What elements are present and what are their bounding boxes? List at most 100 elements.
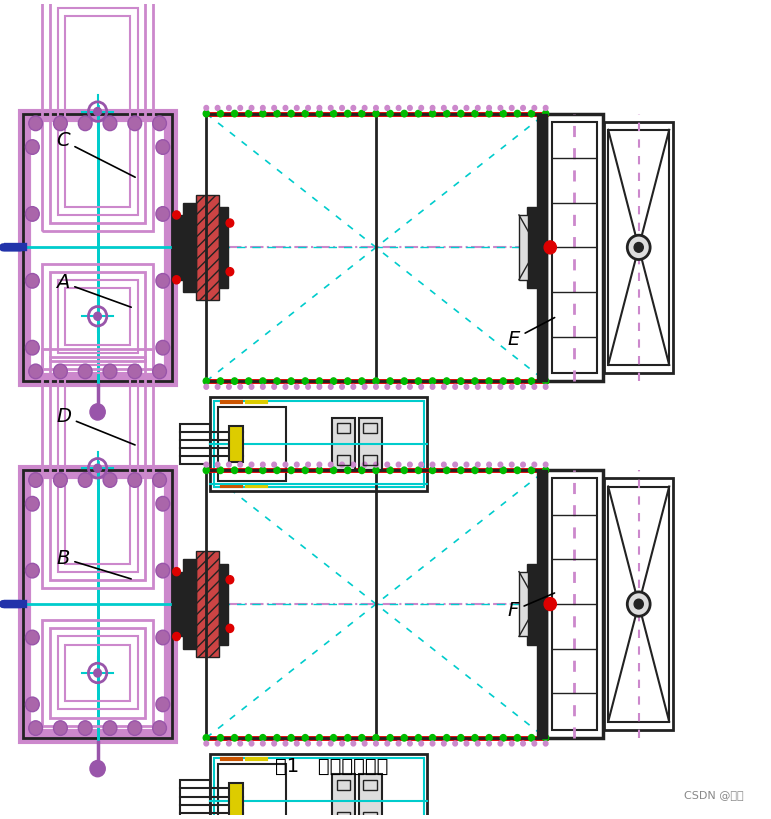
Circle shape xyxy=(215,741,220,746)
Circle shape xyxy=(103,721,117,735)
Circle shape xyxy=(288,735,295,741)
Circle shape xyxy=(387,111,393,117)
Circle shape xyxy=(408,106,412,111)
Bar xyxy=(29,120,166,374)
Circle shape xyxy=(544,462,548,467)
Circle shape xyxy=(544,106,548,111)
Circle shape xyxy=(274,467,280,473)
Circle shape xyxy=(486,467,492,473)
Circle shape xyxy=(510,741,514,746)
Circle shape xyxy=(453,106,457,111)
Circle shape xyxy=(416,378,422,384)
Bar xyxy=(363,423,377,433)
Bar xyxy=(214,401,423,486)
Bar xyxy=(50,0,145,223)
Circle shape xyxy=(302,467,308,473)
Circle shape xyxy=(156,274,170,288)
Bar xyxy=(58,280,138,353)
Circle shape xyxy=(498,106,503,111)
Circle shape xyxy=(544,741,548,746)
Circle shape xyxy=(79,721,92,735)
Bar xyxy=(219,207,228,288)
Circle shape xyxy=(128,116,142,131)
Circle shape xyxy=(387,467,393,473)
Bar xyxy=(42,620,153,726)
Circle shape xyxy=(374,741,379,746)
Circle shape xyxy=(362,106,367,111)
Circle shape xyxy=(306,741,311,746)
Circle shape xyxy=(373,111,379,117)
Circle shape xyxy=(283,741,288,746)
Circle shape xyxy=(401,111,407,117)
Circle shape xyxy=(204,741,209,746)
Circle shape xyxy=(359,378,365,384)
Circle shape xyxy=(520,741,525,746)
Circle shape xyxy=(227,106,231,111)
Circle shape xyxy=(153,721,167,735)
Circle shape xyxy=(153,473,167,487)
Circle shape xyxy=(79,473,92,487)
Bar xyxy=(217,407,286,481)
Circle shape xyxy=(429,735,436,741)
Circle shape xyxy=(520,462,525,467)
Circle shape xyxy=(128,721,142,735)
Bar xyxy=(180,423,210,464)
Circle shape xyxy=(103,116,117,131)
Circle shape xyxy=(261,741,265,746)
Circle shape xyxy=(486,378,492,384)
Circle shape xyxy=(261,106,265,111)
Circle shape xyxy=(295,106,299,111)
Circle shape xyxy=(544,598,557,610)
Circle shape xyxy=(634,600,643,609)
Bar xyxy=(363,455,377,464)
Circle shape xyxy=(226,219,234,227)
Circle shape xyxy=(532,106,537,111)
Bar xyxy=(197,551,219,657)
Circle shape xyxy=(302,735,308,741)
Circle shape xyxy=(302,378,308,384)
Circle shape xyxy=(442,462,446,467)
Circle shape xyxy=(628,592,650,616)
Circle shape xyxy=(520,106,525,111)
Bar xyxy=(608,130,669,365)
Text: E: E xyxy=(507,318,554,349)
Circle shape xyxy=(543,467,549,473)
Circle shape xyxy=(217,735,224,741)
Circle shape xyxy=(345,111,351,117)
Bar xyxy=(229,426,243,462)
Circle shape xyxy=(476,106,480,111)
Circle shape xyxy=(328,384,333,389)
Bar xyxy=(180,781,210,819)
Circle shape xyxy=(510,462,514,467)
Circle shape xyxy=(401,378,407,384)
Bar xyxy=(359,418,382,470)
Circle shape xyxy=(260,111,266,117)
Circle shape xyxy=(328,741,333,746)
Circle shape xyxy=(351,106,355,111)
Circle shape xyxy=(328,106,333,111)
Circle shape xyxy=(359,467,365,473)
Circle shape xyxy=(373,467,379,473)
Circle shape xyxy=(472,735,478,741)
Circle shape xyxy=(25,341,39,355)
Circle shape xyxy=(416,111,422,117)
Circle shape xyxy=(260,467,266,473)
Circle shape xyxy=(204,467,209,473)
Circle shape xyxy=(25,630,39,645)
Circle shape xyxy=(351,741,355,746)
Circle shape xyxy=(272,384,277,389)
Circle shape xyxy=(498,384,503,389)
Circle shape xyxy=(204,111,209,117)
Circle shape xyxy=(238,384,243,389)
Circle shape xyxy=(331,467,337,473)
Circle shape xyxy=(25,206,39,221)
Circle shape xyxy=(374,462,379,467)
Circle shape xyxy=(500,378,507,384)
Circle shape xyxy=(103,364,117,378)
Circle shape xyxy=(156,563,170,578)
Circle shape xyxy=(249,384,254,389)
Circle shape xyxy=(514,467,520,473)
Circle shape xyxy=(544,241,557,254)
Circle shape xyxy=(419,741,423,746)
Circle shape xyxy=(156,697,170,712)
